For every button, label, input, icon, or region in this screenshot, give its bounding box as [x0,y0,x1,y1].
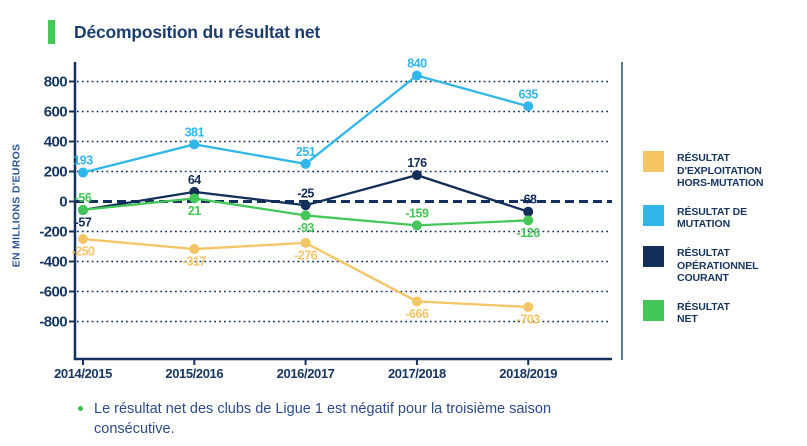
data-label: -25 [297,186,314,200]
legend-swatch [643,204,664,226]
x-axis-label: 2014/2015 [54,366,112,381]
y-tick-label: 600 [44,104,67,121]
legend-item: RÉSULTAT DE MUTATION [643,204,807,231]
data-point [523,215,534,226]
legend-divider [621,62,623,360]
data-point [300,200,311,211]
data-point [189,139,200,150]
x-axis-label: 2016/2017 [277,366,335,381]
data-label: -56 [75,191,92,205]
data-point [300,210,311,221]
legend-item: RÉSULTAT NET [643,299,807,326]
title-accent-bar [48,20,55,44]
x-axis-label: 2015/2016 [165,366,223,381]
legend-item: RÉSULTAT D'EXPLOITATION HORS-MUTATION [643,151,807,190]
note-text: Le résultat net des clubs de Ligue 1 est… [94,401,552,438]
legend: RÉSULTAT D'EXPLOITATION HORS-MUTATION RÉS… [643,151,807,341]
legend-item: RÉSULTAT OPÉRATIONNEL COURANT [643,245,807,285]
legend-label: RÉSULTAT NET [677,300,730,326]
data-label: 381 [185,125,205,139]
data-label: -703 [517,312,541,326]
data-label: 176 [407,156,427,170]
data-label: 840 [407,57,427,71]
series-r-sultat-net [78,193,534,231]
data-label: 251 [296,145,316,159]
data-label: -317 [183,255,207,269]
y-tick-label: -600 [39,284,67,301]
data-label: -126 [517,226,541,240]
note-bullet-icon [78,406,83,411]
data-point [189,193,200,204]
legend-swatch [643,299,664,321]
data-point [411,220,422,231]
data-point [411,296,422,307]
chart-header: Décomposition du résultat net [48,20,320,44]
data-point [300,237,311,248]
footnote: Le résultat net des clubs de Ligue 1 est… [78,399,638,440]
data-label: -68 [520,193,537,207]
data-point [78,167,88,178]
data-label: 193 [73,154,93,168]
data-label: -250 [71,245,95,259]
data-point [411,170,422,181]
y-tick-label: -800 [39,314,67,331]
data-point [523,301,534,312]
data-point [523,101,534,112]
series-r-sultat-d-exploitation-hors-mutation [78,234,534,312]
data-point [523,206,534,217]
y-tick-label: 0 [59,194,67,211]
chart-title: Décomposition du résultat net [74,21,321,42]
data-point [78,204,88,215]
legend-label: RÉSULTAT OPÉRATIONNEL COURANT [677,246,759,285]
data-point [78,234,88,244]
data-point [300,158,311,169]
data-label: 64 [188,173,201,187]
legend-label: RÉSULTAT DE MUTATION [677,205,748,231]
data-point [189,244,200,255]
data-label: -57 [75,216,92,230]
y-tick-label: -200 [39,224,67,241]
legend-swatch [643,151,664,172]
data-label: -276 [294,248,318,262]
legend-swatch [643,245,664,267]
data-label: -159 [405,206,429,220]
line-chart: 800 600 400 200 0 -200 -400 -600 -800 2014/2015 20… [39,57,612,381]
data-point [411,70,422,81]
data-label: 635 [519,87,539,101]
data-label: -666 [405,307,429,321]
y-tick-label: 400 [44,134,67,151]
legend-label: RÉSULTAT D'EXPLOITATION HORS-MUTATION [677,152,764,190]
y-tick-label: 200 [44,164,67,181]
y-tick-label: 800 [44,74,67,91]
x-axis-label: 2018/2019 [499,366,557,381]
y-tick-label: -400 [39,254,67,271]
data-label: -93 [297,221,314,235]
x-axis-label: 2017/2018 [388,366,446,381]
data-label: 21 [188,204,201,218]
series-r-sultat-de-mutation [78,70,534,178]
